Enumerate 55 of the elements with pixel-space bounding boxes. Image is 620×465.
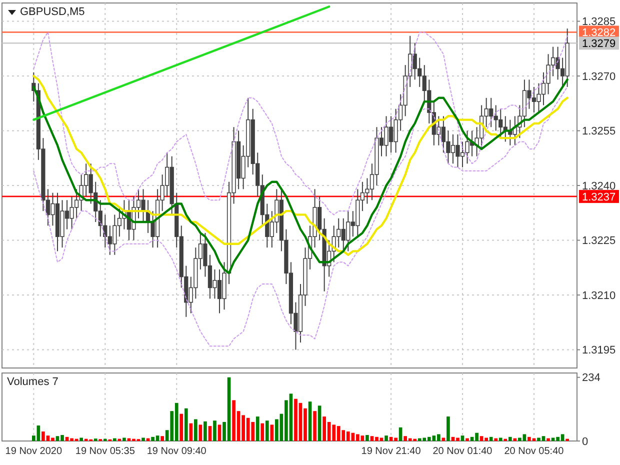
bar [460, 436, 464, 441]
chart-title: GBPUSD,M5 [20, 6, 85, 18]
bar [508, 436, 512, 441]
y-tick-label: 0 [582, 436, 588, 448]
bar [384, 436, 388, 441]
bar [184, 408, 188, 441]
x-tick-label: 19 Nov 05:35 [75, 446, 136, 457]
x-tick-label: 19 Nov 2020 [5, 446, 62, 457]
bar [213, 420, 216, 441]
bar [194, 419, 198, 441]
ref-line-label: 1.3279 [582, 38, 616, 50]
bar [270, 424, 274, 441]
bar [313, 411, 316, 441]
bar [180, 414, 184, 441]
ref-line-label: 1.3237 [582, 191, 616, 204]
y-tick-label: 1.3210 [582, 290, 616, 302]
bar [256, 416, 260, 441]
y-tick-label: 1.3255 [582, 126, 616, 138]
bar [122, 438, 126, 441]
y-tick-label: 1.3285 [582, 16, 616, 28]
bar [80, 438, 83, 441]
bar [498, 438, 502, 441]
y-tick-label: 234 [582, 372, 600, 384]
y-tick-label: 1.3270 [582, 70, 616, 83]
bar [308, 402, 312, 441]
bar [142, 438, 145, 441]
bar [260, 423, 264, 441]
y-tick-label: 1.3240 [582, 180, 616, 192]
ref-line-label: 1.3282 [582, 27, 616, 40]
bar [442, 438, 446, 441]
x-tick-label: 20 Nov 01:40 [432, 446, 493, 457]
chart-title: Volumes 7 [7, 376, 58, 388]
bar [113, 438, 116, 441]
line-series [33, 86, 568, 347]
bar [446, 416, 450, 441]
x-tick-label: 20 Nov 05:40 [504, 446, 564, 457]
y-tick-label: 1.3195 [582, 344, 616, 357]
bar [494, 438, 498, 441]
bar [466, 438, 469, 441]
bar [318, 406, 322, 441]
bar [366, 435, 369, 441]
bar [160, 436, 164, 441]
y-tick-label: 1.3225 [582, 235, 616, 248]
line-series [33, 32, 568, 216]
bar [198, 424, 202, 441]
bar [398, 427, 402, 441]
bar [208, 426, 212, 441]
bar [189, 423, 193, 441]
bar [546, 438, 550, 441]
bar [489, 436, 493, 441]
bar [218, 424, 222, 441]
x-tick-label: 19 Nov 21:40 [361, 446, 422, 457]
bar [265, 420, 269, 441]
x-tick-label: 19 Nov 09:40 [146, 446, 207, 457]
bar [204, 421, 207, 441]
